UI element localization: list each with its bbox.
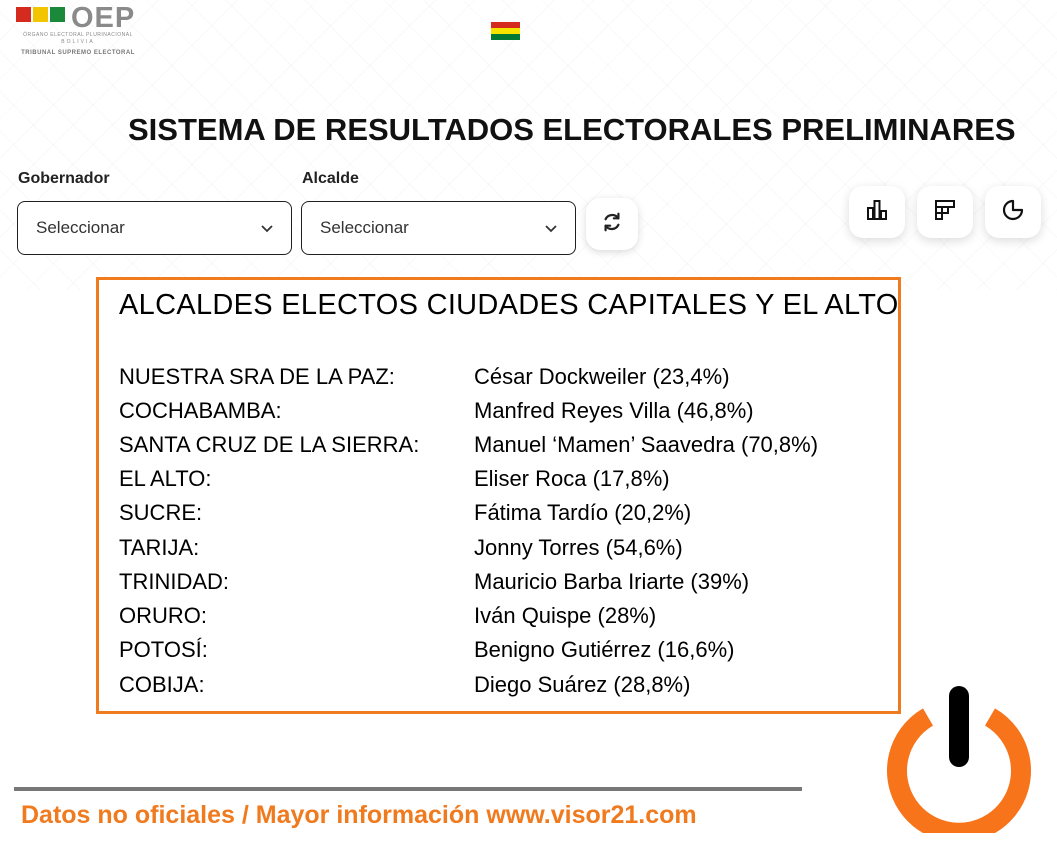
chevron-down-icon: [545, 221, 557, 236]
logo-line-1: ÓRGANO ELECTORAL PLURINACIONAL: [23, 32, 133, 38]
footer-disclaimer: Datos no oficiales / Mayor información w…: [21, 801, 697, 829]
mayor-result: Fátima Tardío (20,2%): [474, 500, 692, 525]
bolivia-flag-icon: [491, 22, 520, 40]
mayor-result: Eliser Roca (17,8%): [474, 466, 670, 491]
gobernador-label: Gobernador: [18, 170, 110, 187]
chevron-down-icon: [261, 221, 273, 236]
results-title: ALCALDES ELECTOS CIUDADES CAPITALES Y EL…: [119, 289, 899, 321]
city-name: TARIJA:: [119, 535, 200, 560]
oep-logo: OEP ÓRGANO ELECTORAL PLURINACIONAL BOLIV…: [16, 2, 146, 57]
alcalde-select[interactable]: Seleccionar: [301, 201, 576, 255]
bar-chart-button[interactable]: [849, 186, 905, 238]
gobernador-select-value: Seleccionar: [36, 218, 125, 237]
logo-line-3: TRIBUNAL SUPREMO ELECTORAL: [21, 50, 135, 56]
city-name: COBIJA:: [119, 672, 205, 697]
city-name: SANTA CRUZ DE LA SIERRA:: [119, 432, 420, 457]
refresh-icon: [601, 211, 623, 238]
footer-divider: [14, 787, 802, 791]
pie-chart-button[interactable]: [985, 186, 1041, 238]
gobernador-select[interactable]: Seleccionar: [17, 201, 292, 255]
mayor-result: Mauricio Barba Iriarte (39%): [474, 569, 750, 594]
city-name: TRINIDAD:: [119, 569, 229, 594]
logo-yellow-square: [33, 7, 48, 22]
alcalde-select-value: Seleccionar: [320, 218, 409, 237]
power-icon[interactable]: [884, 683, 1034, 843]
refresh-button[interactable]: [586, 198, 638, 250]
city-name: NUESTRA SRA DE LA PAZ:: [119, 364, 395, 389]
alcalde-label: Alcalde: [302, 170, 359, 187]
mayor-result: Benigno Gutiérrez (16,6%): [474, 637, 735, 662]
results-panel: ALCALDES ELECTOS CIUDADES CAPITALES Y EL…: [96, 277, 901, 714]
city-name: COCHABAMBA:: [119, 398, 282, 423]
mayor-result: Manfred Reyes Villa (46,8%): [474, 398, 754, 423]
logo-red-square: [16, 7, 31, 22]
mayor-result: Diego Suárez (28,8%): [474, 672, 691, 697]
city-name: EL ALTO:: [119, 466, 212, 491]
logo-line-2: BOLIVIA: [61, 39, 95, 45]
mayor-result: Manuel ‘Mamen’ Saavedra (70,8%): [474, 432, 819, 457]
mayor-result: Jonny Torres (54,6%): [474, 535, 683, 560]
logo-green-square: [50, 7, 65, 22]
city-name: SUCRE:: [119, 500, 203, 525]
city-name: POTOSÍ:: [119, 637, 208, 662]
bar-chart-icon: [865, 198, 889, 227]
grid-layout-icon: [933, 198, 957, 227]
logo-brand: OEP: [71, 2, 136, 34]
mayor-result: Iván Quispe (28%): [474, 603, 657, 628]
pie-chart-icon: [1001, 198, 1025, 227]
city-name: ORURO:: [119, 603, 207, 628]
grid-layout-button[interactable]: [917, 186, 973, 238]
mayor-result: César Dockweiler (23,4%): [474, 364, 730, 389]
page-title: SISTEMA DE RESULTADOS ELECTORALES PRELIM…: [128, 112, 1016, 147]
